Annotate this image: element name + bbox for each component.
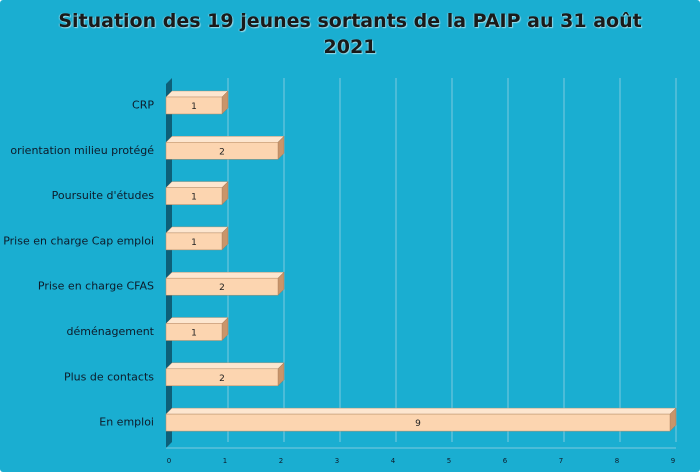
axis-wall	[166, 78, 172, 448]
bar	[165, 187, 223, 205]
category-label: CRP	[132, 99, 154, 112]
bar	[165, 323, 223, 341]
bar-top-face	[165, 90, 229, 98]
category-label: déménagement	[67, 325, 155, 338]
bar	[165, 413, 671, 432]
bar-top-face	[165, 181, 229, 188]
x-tick-label: 1	[223, 457, 227, 465]
x-tick-label: 0	[167, 457, 171, 465]
bar	[165, 96, 223, 115]
category-label: Poursuite d'études	[52, 189, 155, 202]
category-label: Prise en charge Cap emploi	[3, 234, 154, 247]
bar-data-label: 2	[219, 374, 225, 384]
bar-top-face	[165, 226, 229, 234]
bar-data-label: 2	[219, 147, 225, 157]
bar	[165, 232, 223, 251]
x-tick-label: 8	[615, 457, 619, 465]
category-label: Prise en charge CFAS	[38, 280, 154, 293]
bar-data-label: 1	[191, 329, 197, 339]
bar-top-face	[165, 136, 285, 143]
x-tick-label: 9	[671, 457, 675, 465]
x-tick-label: 2	[279, 457, 283, 465]
bar-top-face	[165, 317, 229, 324]
category-label: orientation milieu protégé	[10, 144, 154, 157]
bar-top-face	[165, 272, 285, 279]
bar-data-label: 2	[219, 283, 225, 293]
x-tick-label: 5	[447, 457, 451, 465]
x-tick-label: 3	[335, 457, 339, 465]
bar-top-face	[165, 362, 285, 369]
category-label: Plus de contacts	[64, 370, 154, 383]
bar-data-label: 1	[191, 193, 197, 203]
bar	[165, 277, 279, 296]
bar-data-label: 1	[191, 102, 197, 112]
x-tick-label: 6	[503, 457, 508, 465]
x-tick-label: 4	[391, 457, 396, 465]
bar-top-face	[165, 407, 677, 415]
bar-data-label: 9	[415, 419, 421, 429]
bar-data-label: 1	[191, 238, 197, 248]
bar	[165, 368, 279, 387]
x-tick-label: 7	[559, 457, 563, 465]
bar	[165, 142, 279, 160]
chart-title: Situation des 19 jeunes sortants de la P…	[58, 10, 642, 58]
category-label: En emploi	[99, 416, 154, 429]
